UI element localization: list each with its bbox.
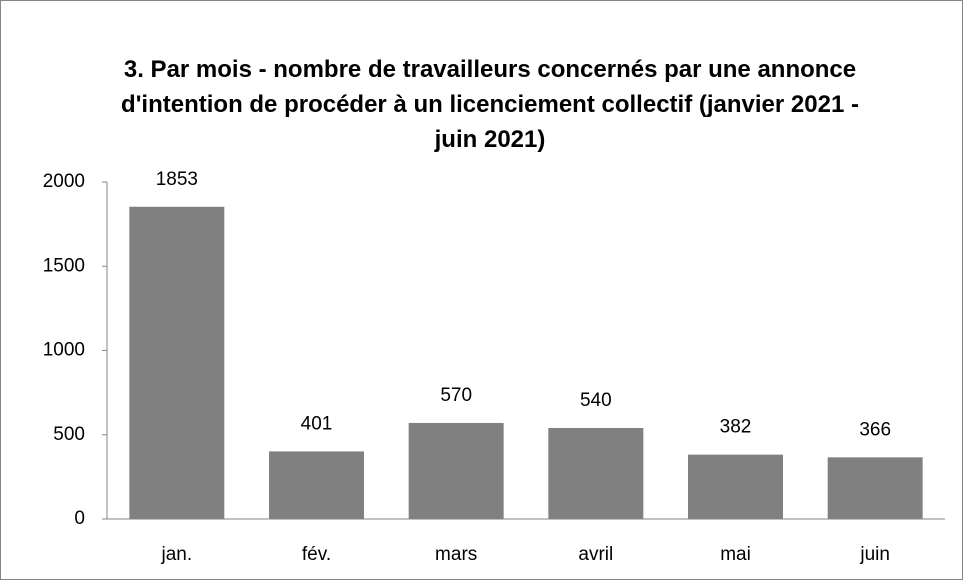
data-label: 570 [440,385,472,406]
bar [129,206,225,519]
x-tick-label: jan. [161,544,193,565]
x-tick-label: avril [578,544,613,565]
y-tick-label: 0 [74,508,85,529]
x-tick-label: mai [720,544,751,565]
y-tick-label: 500 [53,424,85,445]
x-tick-label: fév. [302,544,331,565]
bar [269,451,364,519]
bar [688,454,783,519]
bar [408,422,504,519]
y-tick-label: 2000 [43,171,85,192]
data-label: 401 [301,413,333,434]
data-label: 540 [580,390,612,411]
y-tick-label: 1500 [43,255,85,276]
data-label: 1853 [156,169,198,190]
data-label: 366 [859,419,891,440]
bar [548,428,644,519]
x-tick-label: mars [435,544,477,565]
y-tick-label: 1000 [43,340,85,361]
x-tick-label: juin [859,544,890,565]
data-label: 382 [720,417,752,438]
bar [827,457,923,519]
chart-title: 3. Par mois - nombre de travailleurs con… [121,56,859,153]
